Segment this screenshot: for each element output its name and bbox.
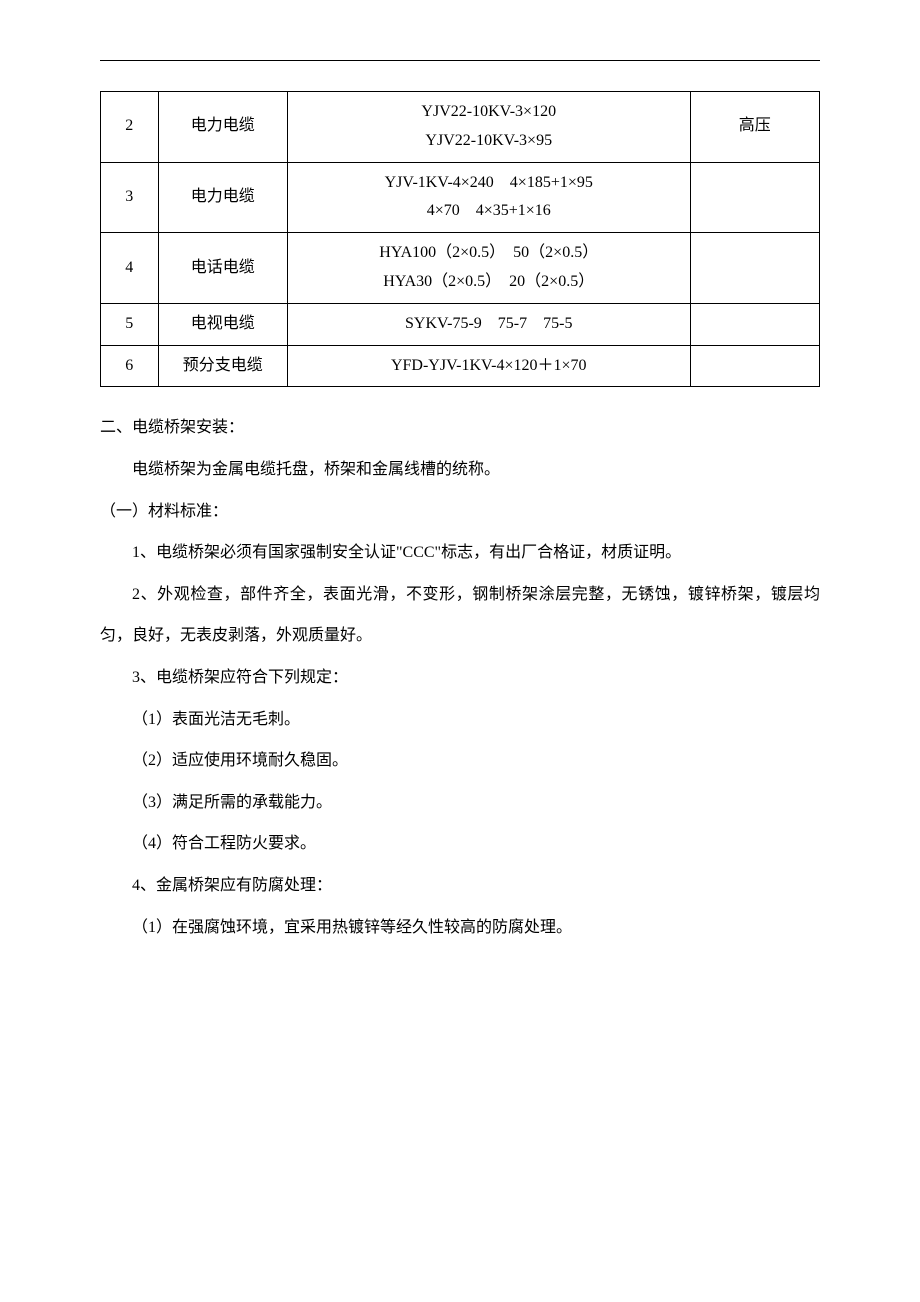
spec-line: 4×70 4×35+1×16 — [427, 202, 551, 219]
cell-type: 电力电缆 — [158, 92, 287, 163]
cell-spec: YJV22-10KV-3×120 YJV22-10KV-3×95 — [287, 92, 690, 163]
cell-note: 高压 — [690, 92, 819, 163]
document-page: 2 电力电缆 YJV22-10KV-3×120 YJV22-10KV-3×95 … — [0, 0, 920, 1302]
cell-note — [690, 162, 819, 233]
cell-num: 6 — [101, 345, 159, 387]
cable-spec-table: 2 电力电缆 YJV22-10KV-3×120 YJV22-10KV-3×95 … — [100, 91, 820, 387]
paragraph: （2）适应使用环境耐久稳固。 — [100, 740, 820, 782]
cell-note — [690, 345, 819, 387]
table-row: 5 电视电缆 SYKV-75-9 75-7 75-5 — [101, 303, 820, 345]
section-heading: 二、电缆桥架安装： — [100, 407, 820, 449]
paragraph: 2、外观检查，部件齐全，表面光滑，不变形，钢制桥架涂层完整，无锈蚀，镀锌桥架，镀… — [100, 574, 820, 657]
cell-type: 电话电缆 — [158, 233, 287, 304]
spec-line: HYA30（2×0.5） 20（2×0.5） — [383, 273, 594, 290]
paragraph: 1、电缆桥架必须有国家强制安全认证"CCC"标志，有出厂合格证，材质证明。 — [100, 532, 820, 574]
table-row: 2 电力电缆 YJV22-10KV-3×120 YJV22-10KV-3×95 … — [101, 92, 820, 163]
cell-num: 4 — [101, 233, 159, 304]
cell-num: 3 — [101, 162, 159, 233]
spec-line: HYA100（2×0.5） 50（2×0.5） — [379, 244, 598, 261]
spec-line: YJV-1KV-4×240 4×185+1×95 — [385, 174, 593, 191]
spec-line: YJV22-10KV-3×120 — [421, 103, 556, 120]
spec-line: YJV22-10KV-3×95 — [425, 132, 552, 149]
cell-type: 电力电缆 — [158, 162, 287, 233]
cell-num: 5 — [101, 303, 159, 345]
cell-type: 预分支电缆 — [158, 345, 287, 387]
paragraph: （1）在强腐蚀环境，宜采用热镀锌等经久性较高的防腐处理。 — [100, 907, 820, 949]
cell-note — [690, 303, 819, 345]
paragraph: 3、电缆桥架应符合下列规定： — [100, 657, 820, 699]
table-row: 3 电力电缆 YJV-1KV-4×240 4×185+1×95 4×70 4×3… — [101, 162, 820, 233]
cell-type: 电视电缆 — [158, 303, 287, 345]
paragraph: （3）满足所需的承载能力。 — [100, 782, 820, 824]
paragraph: 电缆桥架为金属电缆托盘，桥架和金属线槽的统称。 — [100, 449, 820, 491]
paragraph: （4）符合工程防火要求。 — [100, 823, 820, 865]
cell-spec: HYA100（2×0.5） 50（2×0.5） HYA30（2×0.5） 20（… — [287, 233, 690, 304]
table-row: 4 电话电缆 HYA100（2×0.5） 50（2×0.5） HYA30（2×0… — [101, 233, 820, 304]
cell-spec: SYKV-75-9 75-7 75-5 — [287, 303, 690, 345]
cell-spec: YJV-1KV-4×240 4×185+1×95 4×70 4×35+1×16 — [287, 162, 690, 233]
paragraph: （1）表面光洁无毛刺。 — [100, 699, 820, 741]
paragraph: 4、金属桥架应有防腐处理： — [100, 865, 820, 907]
cell-num: 2 — [101, 92, 159, 163]
cell-note — [690, 233, 819, 304]
table-row: 6 预分支电缆 YFD-YJV-1KV-4×120＋1×70 — [101, 345, 820, 387]
top-horizontal-rule — [100, 60, 820, 61]
cell-spec: YFD-YJV-1KV-4×120＋1×70 — [287, 345, 690, 387]
subsection-heading: （一）材料标准： — [100, 491, 820, 533]
body-text: 二、电缆桥架安装： 电缆桥架为金属电缆托盘，桥架和金属线槽的统称。 （一）材料标… — [100, 407, 820, 948]
